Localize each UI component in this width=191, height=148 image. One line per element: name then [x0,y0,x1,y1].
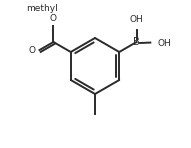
Text: methyl: methyl [26,4,57,13]
Text: B: B [133,37,140,47]
Text: O: O [50,14,57,23]
Text: OH: OH [157,39,171,48]
Text: O: O [29,45,36,54]
Text: OH: OH [130,15,143,24]
